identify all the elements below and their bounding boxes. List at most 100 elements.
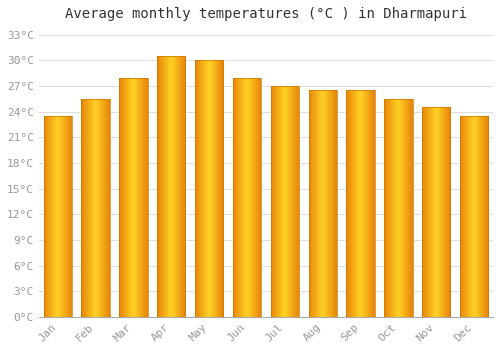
Bar [85,99,86,317]
Bar [468,116,469,317]
Bar [95,99,96,317]
Bar [309,90,310,317]
Bar [158,56,160,317]
Bar [329,90,330,317]
Bar [170,56,172,317]
Bar [366,90,367,317]
Bar [438,107,440,317]
Bar [126,78,127,317]
Bar [86,99,88,317]
Bar [206,61,207,317]
Bar [288,86,290,317]
Bar [480,116,482,317]
Bar [390,99,392,317]
Bar [486,116,487,317]
Bar [465,116,466,317]
Bar [482,116,483,317]
Bar [332,90,334,317]
Bar [384,99,385,317]
Bar [467,116,468,317]
Bar [62,116,63,317]
Bar [275,86,276,317]
Bar [370,90,372,317]
Bar [368,90,370,317]
Bar [348,90,350,317]
Bar [280,86,281,317]
Bar [464,116,465,317]
Bar [215,61,216,317]
Bar [71,116,72,317]
Bar [462,116,463,317]
Bar [270,86,299,317]
Bar [184,56,185,317]
Bar [365,90,366,317]
Bar [196,61,198,317]
Bar [347,90,348,317]
Bar [349,90,350,317]
Bar [50,116,51,317]
Bar [257,78,258,317]
Bar [441,107,442,317]
Bar [334,90,335,317]
Bar [208,61,210,317]
Bar [295,86,296,317]
Bar [429,107,430,317]
Bar [209,61,210,317]
Bar [185,56,186,317]
Bar [233,78,234,317]
Bar [358,90,360,317]
Bar [169,56,170,317]
Bar [400,99,402,317]
Bar [422,107,423,317]
Bar [92,99,93,317]
Bar [119,78,120,317]
Bar [354,90,355,317]
Bar [270,86,272,317]
Bar [364,90,365,317]
Bar [120,78,121,317]
Bar [181,56,182,317]
Bar [274,86,275,317]
Bar [142,78,143,317]
Bar [355,90,356,317]
Bar [124,78,125,317]
Bar [164,56,165,317]
Bar [140,78,141,317]
Bar [45,116,46,317]
Bar [282,86,283,317]
Bar [255,78,256,317]
Bar [335,90,336,317]
Bar [331,90,332,317]
Bar [178,56,180,317]
Bar [177,56,178,317]
Bar [357,90,358,317]
Bar [84,99,85,317]
Bar [170,56,171,317]
Bar [68,116,70,317]
Bar [310,90,312,317]
Bar [367,90,368,317]
Bar [141,78,142,317]
Bar [426,107,427,317]
Bar [330,90,332,317]
Bar [278,86,280,317]
Bar [352,90,353,317]
Bar [308,90,337,317]
Bar [320,90,321,317]
Bar [52,116,53,317]
Bar [235,78,236,317]
Bar [60,116,61,317]
Bar [222,61,223,317]
Bar [460,116,462,317]
Bar [82,99,110,317]
Bar [202,61,203,317]
Bar [427,107,428,317]
Bar [238,78,240,317]
Bar [273,86,274,317]
Bar [59,116,60,317]
Bar [47,116,48,317]
Title: Average monthly temperatures (°C ) in Dharmapuri: Average monthly temperatures (°C ) in Dh… [65,7,467,21]
Bar [139,78,140,317]
Bar [439,107,440,317]
Bar [425,107,426,317]
